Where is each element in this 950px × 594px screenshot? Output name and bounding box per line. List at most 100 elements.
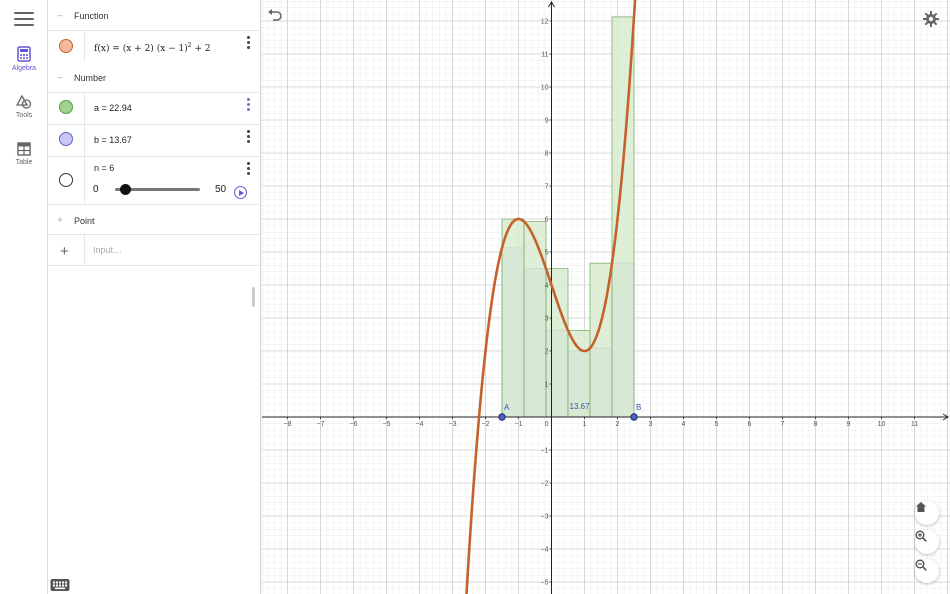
group-function[interactable]: – Function (48, 0, 261, 30)
algebra-view: – Function f(x) = (x + 2) (x − 1)2 + 2 –… (48, 0, 261, 594)
function-curve[interactable] (465, 0, 637, 594)
function-visibility-toggle[interactable] (59, 39, 73, 53)
function-arg: x (100, 44, 106, 54)
rail-table[interactable]: Table (0, 142, 48, 166)
function-name: f (94, 44, 98, 54)
zoom-in-icon (915, 530, 927, 542)
a-expression[interactable]: a = 22.94 (94, 103, 132, 113)
x-tick-label: −5 (383, 421, 391, 428)
zoom-out-icon (915, 559, 927, 571)
y-tick-label: 11 (541, 52, 548, 59)
group-function-title: Function (74, 11, 109, 21)
function-factor2: (x − 1) (156, 44, 188, 54)
y-tick-label: 1 (545, 382, 549, 389)
x-tick-label: 6 (748, 421, 752, 428)
function-exponent: 2 (187, 42, 192, 49)
y-axis-arrow (548, 1, 555, 8)
value-label: 13.67 (570, 402, 591, 411)
a-more-icon[interactable] (247, 98, 251, 113)
y-tick-label: −1 (541, 448, 549, 455)
y-tick-label: 2 (545, 349, 549, 356)
x-tick-label: −4 (416, 421, 424, 428)
graph-canvas[interactable]: 9−8−7−6−5−4−3−2−101234567891011121110987… (262, 0, 950, 594)
collapse-icon[interactable]: – (57, 10, 63, 20)
upper-sum-rectangles (501, 16, 635, 418)
y-tick-label: −4 (541, 547, 549, 554)
a-value: 22.94 (109, 103, 132, 113)
upper-rect (545, 268, 569, 418)
y-tick-label: −5 (541, 580, 549, 587)
y-tick-label: −2 (541, 481, 549, 488)
y-tick-label: 9 (545, 118, 549, 125)
n-expression[interactable]: n = 6 (94, 163, 115, 173)
b-expression[interactable]: b = 13.67 (94, 135, 132, 145)
x-tick-label: −6 (350, 421, 358, 428)
group-point-title: Point (74, 216, 95, 226)
calculator-icon (17, 46, 31, 62)
algebra-input[interactable]: Input… (93, 245, 123, 255)
panel-resize-handle[interactable] (252, 287, 255, 307)
group-number-title: Number (74, 73, 107, 83)
n-slider-thumb[interactable] (119, 184, 131, 195)
x-tick-label: 7 (781, 421, 785, 428)
function-more-icon[interactable] (247, 36, 251, 51)
x-tick-label: 11 (911, 421, 918, 428)
n-slider-track[interactable] (115, 188, 200, 191)
x-axis-arrow (942, 413, 949, 421)
y-tick-label: 12 (541, 19, 549, 26)
number-n-row[interactable]: n = 6 0 50 (48, 156, 261, 204)
point-b-label: B (636, 403, 641, 412)
number-b-row[interactable]: b = 13.67 (48, 124, 261, 156)
shapes-icon (16, 95, 32, 109)
y-tick-label: −3 (541, 514, 549, 521)
n-more-icon[interactable] (247, 162, 251, 177)
home-icon (916, 502, 926, 512)
rail-algebra[interactable]: Algebra (0, 46, 48, 72)
a-visibility-toggle[interactable] (59, 100, 73, 114)
point-b (630, 413, 638, 421)
zoom-out-button[interactable] (915, 559, 939, 583)
add-icon[interactable]: + (60, 243, 69, 260)
y-tick-label: 7 (545, 184, 549, 191)
point-a-label: A (504, 403, 510, 412)
b-more-icon[interactable] (247, 130, 251, 145)
undo-icon[interactable] (267, 8, 283, 22)
input-row[interactable]: + Input… (48, 234, 261, 266)
x-tick-label: −1 (515, 421, 523, 428)
x-tick-label: −3 (449, 421, 457, 428)
expand-icon[interactable]: + (57, 215, 63, 225)
left-rail: Algebra Tools Table (0, 0, 48, 594)
graphics-view[interactable]: 9−8−7−6−5−4−3−2−101234567891011121110987… (262, 0, 950, 594)
x-tick-label: −7 (317, 421, 325, 428)
gear-icon[interactable] (923, 11, 939, 27)
point-a (498, 413, 506, 421)
b-visibility-toggle[interactable] (59, 132, 73, 146)
x-tick-label: −8 (284, 421, 292, 428)
function-expression[interactable]: f(x) = (x + 2) (x − 1)2 + 2 (94, 42, 211, 54)
rail-tools[interactable]: Tools (0, 95, 48, 119)
play-icon[interactable] (234, 186, 247, 199)
keyboard-icon[interactable] (50, 578, 70, 592)
tick-labels: 9−8−7−6−5−4−3−2−101234567891011121110987… (284, 19, 919, 587)
function-row[interactable]: f(x) = (x + 2) (x − 1)2 + 2 (48, 30, 261, 62)
collapse-icon[interactable]: – (57, 72, 63, 82)
table-icon (17, 142, 31, 156)
a-label: a (94, 103, 100, 113)
x-tick-label: −2 (482, 421, 490, 428)
y-tick-label: 8 (545, 151, 549, 158)
number-a-row[interactable]: a = 22.94 (48, 92, 261, 124)
x-tick-label: 9 (847, 421, 851, 428)
group-number[interactable]: – Number (48, 62, 261, 92)
menu-icon[interactable] (14, 12, 34, 28)
y-tick-label: 6 (545, 217, 549, 224)
zoom-in-button[interactable] (915, 530, 939, 554)
rail-tools-label: Tools (15, 112, 33, 119)
group-point[interactable]: + Point (48, 204, 261, 234)
y-tick-label: 4 (545, 283, 549, 290)
home-button[interactable] (915, 501, 939, 525)
x-tick-label: 10 (878, 421, 886, 428)
rail-algebra-label: Algebra (11, 65, 37, 72)
points[interactable]: A B 13.67 (498, 402, 642, 421)
n-visibility-toggle[interactable] (59, 173, 73, 187)
n-label: n (94, 163, 100, 173)
